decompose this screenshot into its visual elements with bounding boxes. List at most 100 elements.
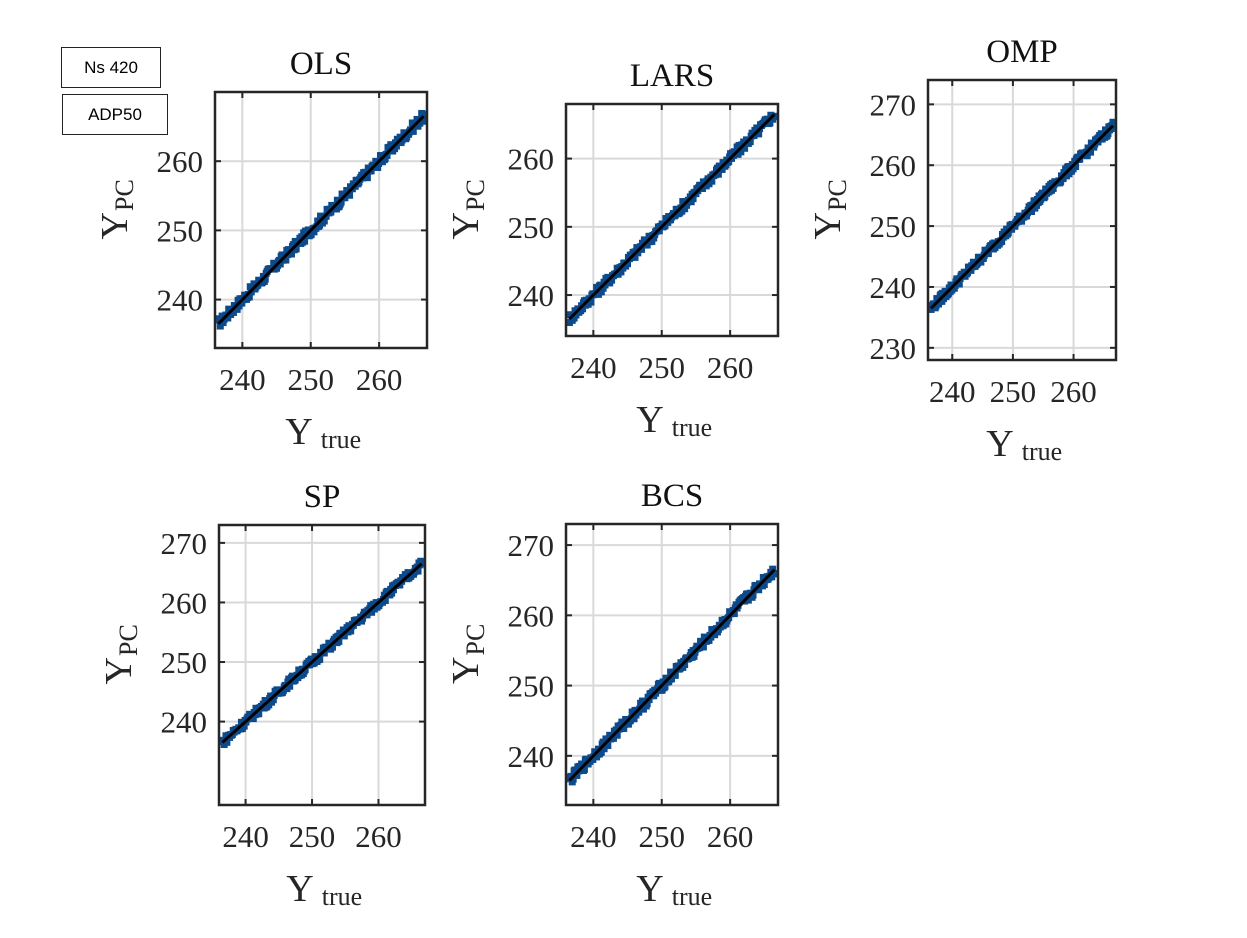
y-axis-label-group: YPC — [98, 624, 143, 684]
y-tick-label: 240 — [157, 283, 204, 318]
scatter-marker — [316, 655, 324, 663]
scatter-marker — [659, 678, 667, 686]
axes-box — [926, 78, 1118, 362]
scatter-marker — [630, 715, 638, 723]
scatter-marker — [737, 148, 745, 156]
scatter-marker — [760, 581, 768, 589]
scatter-marker — [1087, 148, 1095, 156]
y-axis-label: Y — [94, 212, 136, 239]
x-tick-label: 240 — [219, 362, 266, 397]
scatter-marker — [298, 233, 306, 241]
scatter-marker — [631, 253, 639, 261]
scatter-marker — [335, 637, 343, 645]
scatter-marker — [587, 298, 595, 306]
scatter-marker — [1018, 217, 1026, 225]
x-axis-label-subscript: true — [322, 882, 362, 911]
y-tick-label: 240 — [508, 278, 555, 313]
y-tick-label: 260 — [161, 585, 208, 620]
scatter-marker — [613, 731, 621, 739]
scatter-marker — [998, 237, 1006, 245]
y-tick-label: 250 — [870, 209, 917, 244]
y-tick-label: 260 — [870, 148, 917, 183]
scatter-marker — [420, 110, 428, 118]
scatter-marker — [238, 299, 246, 307]
scatter-marker — [245, 293, 253, 301]
y-tick-label: 270 — [870, 87, 917, 122]
scatter-marker — [1109, 118, 1117, 126]
y-tick-label: 270 — [161, 526, 208, 561]
x-tick-label: 260 — [1050, 374, 1097, 409]
scatter-marker — [295, 666, 303, 674]
x-tick-label: 260 — [356, 362, 403, 397]
scatter-marker — [249, 715, 257, 723]
scatter-marker — [418, 560, 426, 568]
x-axis-label: Y — [636, 399, 663, 441]
legend-tag-adp: ADP50 — [62, 94, 168, 135]
scatter-marker — [977, 258, 985, 266]
scatter-marker — [1072, 163, 1080, 171]
axes-box — [213, 90, 429, 350]
scatter-marker — [240, 722, 248, 730]
y-axis-label: Y — [445, 212, 487, 239]
x-axis-label: Y — [636, 868, 663, 910]
scatter-marker — [261, 275, 269, 283]
y-tick-label: 270 — [508, 528, 555, 563]
scatter-marker — [746, 138, 754, 146]
x-axis-label-subscript: true — [321, 425, 361, 454]
fit-line — [568, 113, 776, 321]
y-tick-label: 240 — [508, 739, 555, 774]
scatter-marker — [730, 610, 738, 618]
x-tick-label: 250 — [289, 819, 336, 854]
y-axis-label-subscript: PC — [110, 179, 139, 211]
fit-line — [221, 562, 423, 744]
scatter-marker — [270, 259, 278, 267]
scatter-marker — [617, 268, 625, 276]
subplot-title: LARS — [630, 58, 714, 94]
scatter-marker — [328, 643, 336, 651]
x-tick-label: 260 — [707, 819, 754, 854]
y-tick-label: 260 — [508, 142, 555, 177]
x-tick-label: 250 — [287, 362, 334, 397]
scatter-marker — [955, 280, 963, 288]
scatter-marker — [340, 632, 348, 640]
x-tick-label: 260 — [707, 350, 754, 385]
scatter-marker — [229, 308, 237, 316]
scatter-marker — [668, 675, 676, 683]
x-axis-label-subscript: true — [672, 413, 712, 442]
scatter-marker — [1049, 184, 1057, 192]
scatter-marker — [573, 771, 581, 779]
x-tick-label: 240 — [570, 819, 617, 854]
scatter-marker — [301, 237, 309, 245]
y-tick-label: 240 — [870, 270, 917, 305]
scatter-marker — [347, 627, 355, 635]
y-tick-label: 260 — [157, 144, 204, 179]
x-axis-label-subscript: true — [672, 882, 712, 911]
scatter-marker — [755, 586, 763, 594]
scatter-marker — [769, 565, 777, 573]
y-axis-label-group: YPC — [94, 179, 139, 239]
subplot-title: SP — [304, 479, 341, 515]
x-tick-label: 250 — [638, 819, 685, 854]
scatter-marker — [333, 196, 341, 204]
scatter-marker — [288, 672, 296, 680]
y-tick-label: 240 — [161, 705, 208, 740]
y-tick-label: 250 — [161, 645, 208, 680]
y-axis-label: Y — [98, 657, 140, 684]
x-tick-label: 240 — [222, 819, 269, 854]
scatter-marker — [569, 775, 577, 783]
scatter-marker — [1083, 152, 1091, 160]
x-tick-label: 250 — [990, 374, 1037, 409]
y-axis-label-subscript: PC — [461, 179, 490, 211]
y-axis-label-subscript: PC — [461, 624, 490, 656]
scatter-marker — [671, 671, 679, 679]
y-tick-label: 260 — [508, 598, 555, 633]
scatter-marker — [771, 569, 779, 577]
scatter-marker — [766, 119, 774, 127]
scatter-marker — [708, 177, 716, 185]
scatter-marker — [282, 256, 290, 264]
scatter-marker — [620, 724, 628, 732]
